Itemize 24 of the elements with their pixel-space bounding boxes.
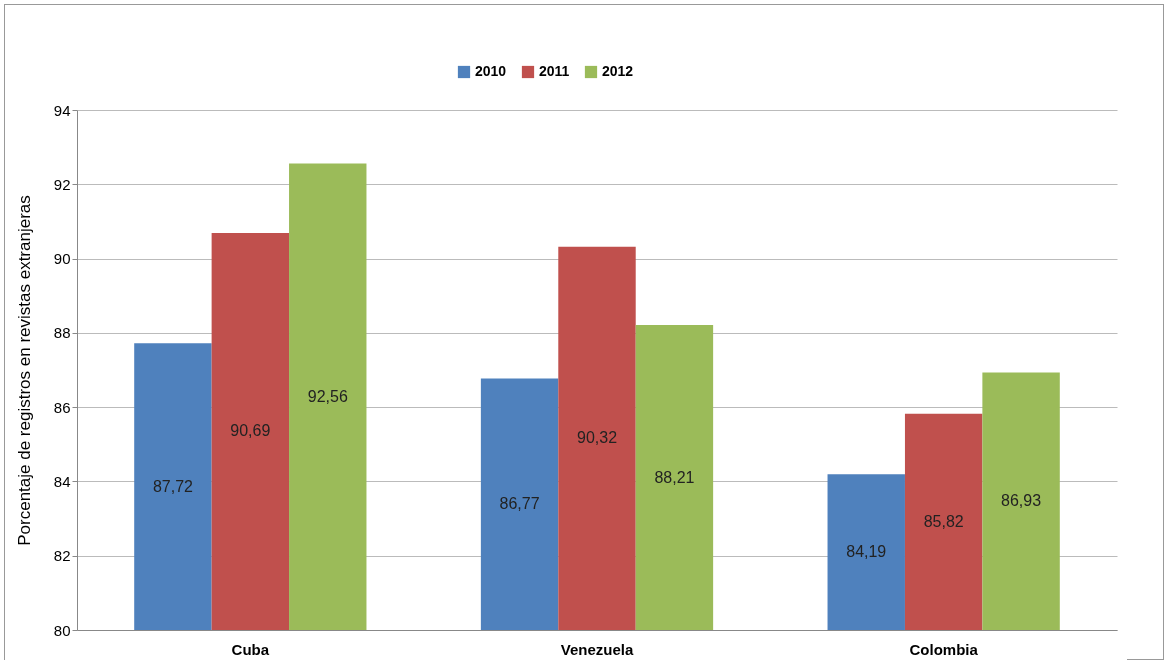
data-label: 88,21: [654, 468, 695, 486]
legend-label: 2010: [475, 63, 507, 79]
y-axis-title: Porcentaje de registros en revistas extranjeras: [14, 195, 34, 546]
y-tick-label: 92: [53, 175, 71, 193]
y-tick-label: 94: [53, 101, 71, 119]
data-label: 86,93: [1001, 492, 1042, 510]
y-tick-label: 88: [53, 324, 71, 342]
data-label: 90,32: [576, 429, 618, 447]
x-tick-label: Cuba: [231, 640, 270, 658]
legend-label: 2011: [539, 63, 570, 79]
y-tick-label: 90: [53, 250, 71, 268]
y-tick-label: 84: [53, 472, 71, 490]
data-label: 87,72: [152, 477, 194, 495]
data-label: 90,69: [230, 422, 271, 440]
data-label: 84,19: [846, 543, 887, 561]
y-tick-label: 82: [53, 547, 71, 565]
data-label: 86,77: [499, 495, 540, 513]
data-label: 92,56: [307, 387, 348, 405]
y-tick-label: 86: [53, 398, 71, 416]
y-tick-label: 80: [53, 621, 71, 639]
legend-label: 2012: [602, 63, 634, 79]
x-tick-label: Colombia: [909, 640, 979, 658]
data-label: 85,82: [923, 512, 964, 530]
x-tick-label: Venezuela: [560, 640, 634, 658]
